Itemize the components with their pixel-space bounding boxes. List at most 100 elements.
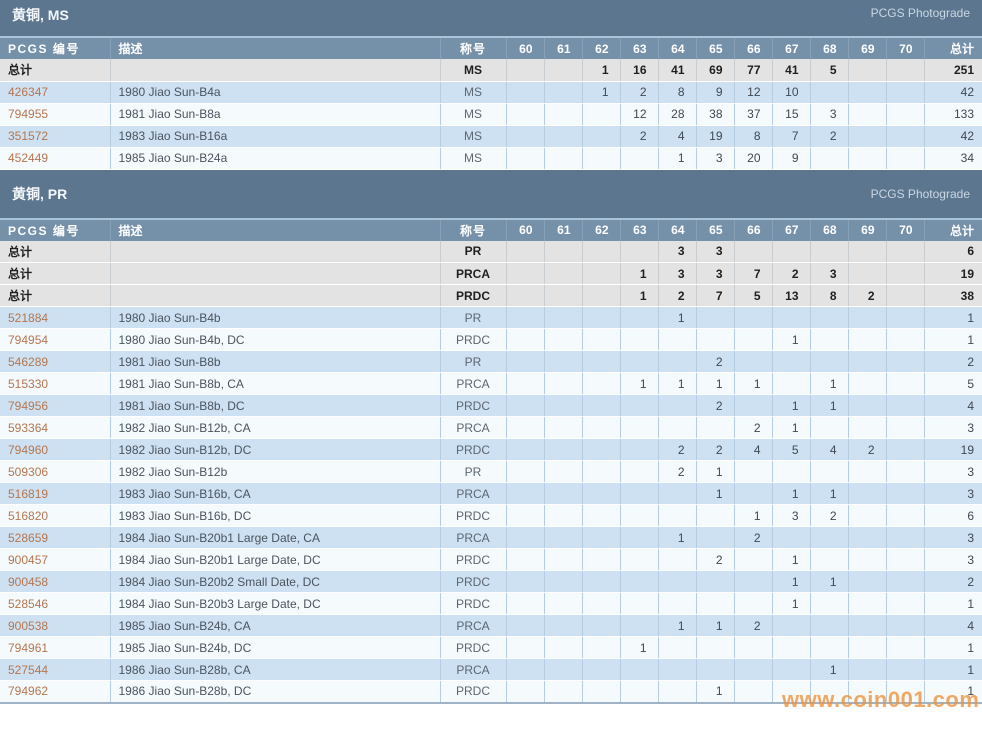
description-cell: 1981 Jiao Sun-B8a bbox=[109, 103, 440, 126]
pcgs-number-link[interactable]: 516820 bbox=[8, 508, 49, 523]
grade-count-cell: 1 bbox=[809, 482, 848, 505]
description-cell: 1983 Jiao Sun-B16b, DC bbox=[109, 504, 440, 527]
col-header-grade-64: 64 bbox=[657, 36, 696, 59]
grade-count-cell: 1 bbox=[657, 306, 696, 329]
pcgs-number-link[interactable]: 452449 bbox=[8, 151, 49, 165]
grade-count-cell bbox=[885, 372, 924, 395]
total-count-cell: 19 bbox=[923, 262, 982, 285]
grade-count-cell bbox=[619, 526, 658, 549]
table-row: 546289 1981 Jiao Sun-B8b PR 2 2 bbox=[0, 350, 982, 373]
grade-count-cell: 13 bbox=[771, 284, 810, 307]
grade-count-cell bbox=[543, 147, 582, 170]
grade-count-cell bbox=[809, 548, 848, 571]
pcgs-number-link[interactable]: 900538 bbox=[8, 618, 49, 633]
grade-count-cell: 28 bbox=[657, 103, 696, 126]
grade-count-cell bbox=[733, 460, 772, 483]
section-title: 黄铜, MS bbox=[12, 7, 69, 23]
grade-count-cell bbox=[505, 680, 544, 703]
designation-cell: MS bbox=[439, 103, 506, 126]
pcgs-number-link[interactable]: 794962 bbox=[8, 684, 49, 699]
grade-count-cell bbox=[581, 438, 620, 461]
grade-count-cell: 8 bbox=[733, 125, 772, 148]
grade-count-cell: 7 bbox=[695, 284, 734, 307]
pcgs-number-link[interactable]: 528546 bbox=[8, 596, 49, 611]
grade-count-cell: 1 bbox=[771, 328, 810, 351]
grade-count-cell bbox=[543, 103, 582, 126]
table-row: 794955 1981 Jiao Sun-B8a MS 12 28 38 37 15 3 133 bbox=[0, 103, 982, 126]
grade-count-cell bbox=[581, 306, 620, 329]
pcgs-number-link[interactable]: 515330 bbox=[8, 376, 49, 391]
pcgs-number-link[interactable]: 900458 bbox=[8, 574, 49, 589]
pcgs-number-link[interactable]: 794954 bbox=[8, 332, 49, 347]
grade-count-cell bbox=[809, 350, 848, 373]
table-row: 528546 1984 Jiao Sun-B20b3 Large Date, DC… bbox=[0, 592, 982, 615]
grade-count-cell bbox=[505, 284, 544, 307]
grade-count-cell bbox=[695, 526, 734, 549]
grade-count-cell bbox=[809, 636, 848, 659]
pcgs-number-link[interactable]: 794956 bbox=[8, 398, 49, 413]
grade-count-cell bbox=[885, 284, 924, 307]
pcgs-number-link[interactable]: 528659 bbox=[8, 530, 49, 545]
grade-count-cell bbox=[581, 526, 620, 549]
grade-count-cell: 2 bbox=[771, 262, 810, 285]
pcgs-number-link[interactable]: 546289 bbox=[8, 354, 49, 369]
grade-count-cell bbox=[847, 636, 886, 659]
grade-count-cell bbox=[657, 548, 696, 571]
grade-count-cell bbox=[543, 328, 582, 351]
table-row: 351572 1983 Jiao Sun-B16a MS 2 4 19 8 7 2 42 bbox=[0, 125, 982, 148]
col-header-total: 总计 bbox=[923, 217, 982, 241]
totals-row: 总计 PRCA 1 3 3 7 2 3 19 bbox=[0, 262, 982, 285]
grade-count-cell bbox=[847, 372, 886, 395]
grade-count-cell bbox=[847, 460, 886, 483]
grade-count-cell bbox=[809, 328, 848, 351]
photograde-link[interactable]: PCGS Photograde bbox=[870, 6, 970, 20]
col-header-grade-61: 61 bbox=[543, 217, 582, 241]
pcgs-number-link[interactable]: 516819 bbox=[8, 486, 49, 501]
grade-count-cell bbox=[619, 240, 658, 263]
grade-count-cell: 2 bbox=[657, 284, 696, 307]
grade-count-cell bbox=[581, 284, 620, 307]
grade-count-cell bbox=[505, 103, 544, 126]
grade-count-cell bbox=[847, 147, 886, 170]
grade-count-cell bbox=[619, 592, 658, 615]
grade-count-cell: 77 bbox=[733, 59, 772, 82]
description-cell: 1982 Jiao Sun-B12b, DC bbox=[109, 438, 440, 461]
grade-count-cell bbox=[619, 328, 658, 351]
description-cell: 1981 Jiao Sun-B8b, CA bbox=[109, 372, 440, 395]
total-count-cell: 3 bbox=[923, 416, 982, 439]
grade-count-cell bbox=[619, 416, 658, 439]
grade-count-cell bbox=[505, 125, 544, 148]
pcgs-number-link[interactable]: 593364 bbox=[8, 420, 49, 435]
pcgs-number-link[interactable]: 426347 bbox=[8, 85, 49, 99]
grade-count-cell bbox=[619, 614, 658, 637]
total-count-cell: 3 bbox=[923, 482, 982, 505]
grade-count-cell bbox=[543, 614, 582, 637]
grade-count-cell: 8 bbox=[809, 284, 848, 307]
photograde-link[interactable]: PCGS Photograde bbox=[870, 186, 970, 201]
pcgs-number-link[interactable]: 794960 bbox=[8, 442, 49, 457]
description-cell: 1981 Jiao Sun-B8b, DC bbox=[109, 394, 440, 417]
description-cell: 1986 Jiao Sun-B28b, CA bbox=[109, 658, 440, 681]
pcgs-number-link[interactable]: 900457 bbox=[8, 552, 49, 567]
total-count-cell: 1 bbox=[923, 306, 982, 329]
grade-count-cell: 1 bbox=[809, 570, 848, 593]
grade-count-cell bbox=[695, 306, 734, 329]
pcgs-number-link[interactable]: 351572 bbox=[8, 129, 49, 143]
grade-count-cell bbox=[543, 658, 582, 681]
pcgs-number-link[interactable]: 794955 bbox=[8, 107, 49, 121]
total-count-cell: 34 bbox=[923, 147, 982, 170]
total-count-cell: 1 bbox=[923, 658, 982, 681]
pcgs-number-link[interactable]: 509306 bbox=[8, 464, 49, 479]
table-row: 794962 1986 Jiao Sun-B28b, DC PRDC 1 1 bbox=[0, 680, 982, 703]
description-cell: 1980 Jiao Sun-B4b, DC bbox=[109, 328, 440, 351]
grade-count-cell: 1 bbox=[619, 636, 658, 659]
grade-count-cell bbox=[885, 240, 924, 263]
grade-count-cell: 2 bbox=[695, 350, 734, 373]
pcgs-number-link[interactable]: 527544 bbox=[8, 662, 49, 677]
pcgs-number-link[interactable]: 794961 bbox=[8, 640, 49, 655]
grade-count-cell bbox=[543, 482, 582, 505]
table-row: 794960 1982 Jiao Sun-B12b, DC PRDC 2 2 4 5 4 2 19 bbox=[0, 438, 982, 461]
pcgs-number-link[interactable]: 521884 bbox=[8, 310, 49, 325]
grade-count-cell bbox=[733, 394, 772, 417]
grade-count-cell bbox=[695, 658, 734, 681]
